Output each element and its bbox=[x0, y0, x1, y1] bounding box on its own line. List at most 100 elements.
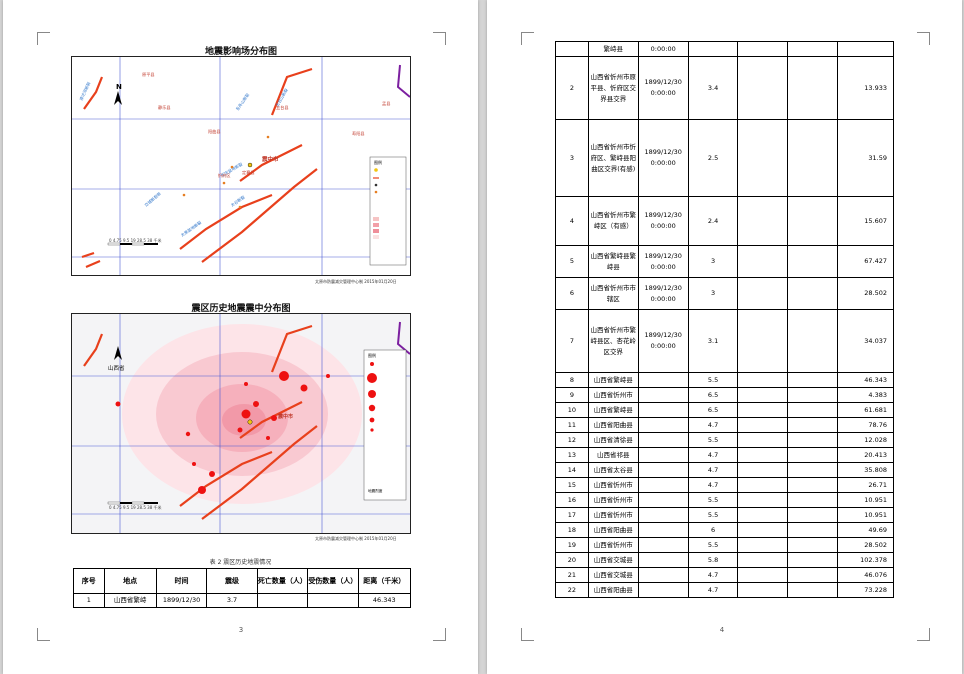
cell-mag: 4.7 bbox=[687, 582, 739, 598]
cell-injuries bbox=[787, 582, 839, 598]
cell-mag: 4.7 bbox=[687, 447, 739, 463]
cell-deaths bbox=[737, 582, 789, 598]
cell-time: 1899/12/30 0:00:00 bbox=[637, 245, 689, 278]
cell-no: 7 bbox=[555, 309, 589, 373]
col-header: 震级 bbox=[206, 568, 258, 594]
table-row: 11 山西省阳曲县 4.7 78.76 bbox=[555, 417, 894, 433]
table-row: 20 山西省交城县 5.8 102.378 bbox=[555, 552, 894, 568]
table-row: 14 山西省太谷县 4.7 35.808 bbox=[555, 462, 894, 478]
svg-text:山西省: 山西省 bbox=[108, 364, 125, 372]
cell-injuries bbox=[787, 372, 839, 388]
cell-mag: 3.4 bbox=[687, 56, 739, 120]
cell-deaths bbox=[737, 196, 789, 246]
cell-deaths bbox=[737, 522, 789, 538]
map2-scale: 0 4.75 9.5 19 28.5 38 千米 bbox=[109, 505, 162, 510]
svg-text:寿阳县: 寿阳县 bbox=[352, 130, 365, 137]
cell-injuries bbox=[787, 119, 839, 197]
cell-place: 山西省阳曲县 bbox=[587, 417, 639, 433]
map2-credit: 太原市防震减灾管理中心制 2015年01月20日 bbox=[315, 536, 397, 541]
cell-deaths bbox=[737, 507, 789, 523]
table-row: 21 山西省交城县 4.7 46.076 bbox=[555, 567, 894, 583]
cell-distance: 20.413 bbox=[837, 447, 894, 463]
cell-injuries bbox=[787, 537, 839, 553]
cell-mag: 3 bbox=[687, 277, 739, 310]
cell-injuries bbox=[787, 552, 839, 568]
cell-injuries bbox=[787, 309, 839, 373]
cell-time bbox=[637, 552, 689, 568]
table-row: 22 山西省阳曲县 4.7 73.228 bbox=[555, 582, 894, 598]
cell-injuries bbox=[787, 567, 839, 583]
cell-mag: 3.1 bbox=[687, 309, 739, 373]
cell-mag: 5.5 bbox=[687, 507, 739, 523]
cell-no bbox=[555, 41, 589, 57]
cell-deaths bbox=[737, 309, 789, 373]
svg-text:地震烈度: 地震烈度 bbox=[368, 488, 383, 493]
crop-mark bbox=[433, 32, 446, 45]
cell-no: 5 bbox=[555, 245, 589, 278]
cell-deaths bbox=[737, 387, 789, 403]
cell-no: 13 bbox=[555, 447, 589, 463]
cell-time bbox=[637, 582, 689, 598]
svg-text:震中市: 震中市 bbox=[277, 413, 293, 420]
svg-text:忻府区: 忻府区 bbox=[218, 172, 231, 179]
cell-time: 1899/12/30 0:00:00 bbox=[637, 277, 689, 310]
cell-place: 山西省繁峙 bbox=[103, 593, 157, 608]
svg-text:静乐县: 静乐县 bbox=[158, 104, 171, 111]
cell-place: 山西省祁县 bbox=[587, 447, 639, 463]
cell-injuries bbox=[787, 477, 839, 493]
table-row: 7 山西省忻州市繁峙县区、杏花岭区交界 1899/12/30 0:00:00 3.1 3… bbox=[555, 309, 894, 373]
cell-no: 16 bbox=[555, 492, 589, 508]
cell-no: 15 bbox=[555, 477, 589, 493]
cell-no: 3 bbox=[555, 119, 589, 197]
table-row: 8 山西省繁峙县 5.5 46.343 bbox=[555, 372, 894, 388]
svg-text:图例: 图例 bbox=[374, 159, 382, 165]
cell-time: 1899/12/30 bbox=[155, 593, 208, 608]
cell-injuries bbox=[787, 492, 839, 508]
cell-mag: 5.5 bbox=[687, 432, 739, 448]
cell-distance: 34.037 bbox=[837, 309, 894, 373]
document-page-4: 繁峙县 0:00:00 2 山西省忻州市原平县、忻府区交界县交界 1899/12/30 … bbox=[487, 0, 962, 674]
cell-time bbox=[637, 537, 689, 553]
cell-place: 山西省忻州市 bbox=[587, 507, 639, 523]
svg-text:定襄县: 定襄县 bbox=[242, 169, 255, 176]
cell-no: 19 bbox=[555, 537, 589, 553]
cell-time: 1899/12/30 0:00:00 bbox=[637, 119, 689, 197]
cell-no: 4 bbox=[555, 196, 589, 246]
cell-time bbox=[637, 402, 689, 418]
cell-injuries bbox=[787, 417, 839, 433]
table-header-row: 序号 地点 时间 震级 死亡数量（人） 受伤数量（人） 距离（千米） bbox=[73, 568, 412, 594]
cell-place: 山西省交城县 bbox=[587, 552, 639, 568]
cell-distance: 35.808 bbox=[837, 462, 894, 478]
cell-distance: 28.502 bbox=[837, 537, 894, 553]
cell-deaths bbox=[737, 477, 789, 493]
cell-distance: 10.951 bbox=[837, 507, 894, 523]
cell-no: 1 bbox=[73, 593, 105, 608]
cell-place: 山西省忻州市原平县、忻府区交界县交界 bbox=[587, 56, 639, 120]
crop-mark bbox=[521, 628, 534, 641]
svg-text:图例: 图例 bbox=[368, 352, 376, 358]
cell-time: 1899/12/30 0:00:00 bbox=[637, 196, 689, 246]
table-row: 10 山西省繁峙县 6.5 61.681 bbox=[555, 402, 894, 418]
table-row: 19 山西省忻州市 5.5 28.502 bbox=[555, 537, 894, 553]
cell-mag: 5.5 bbox=[687, 537, 739, 553]
cell-place: 山西省忻州市忻府区、繁峙县阳曲区交界(有感) bbox=[587, 119, 639, 197]
cell-injuries bbox=[307, 593, 359, 608]
svg-text:盂县: 盂县 bbox=[382, 101, 390, 107]
cell-no: 17 bbox=[555, 507, 589, 523]
cell-mag: 4.7 bbox=[687, 567, 739, 583]
cell-distance: 10.951 bbox=[837, 492, 894, 508]
cell-place: 山西省繁峙县 bbox=[587, 372, 639, 388]
cell-time: 0:00:00 bbox=[637, 41, 689, 57]
col-header: 死亡数量（人） bbox=[256, 568, 309, 594]
col-header: 受伤数量（人） bbox=[307, 568, 359, 594]
page-number: 4 bbox=[719, 626, 725, 634]
cell-no: 11 bbox=[555, 417, 589, 433]
cell-mag: 5.5 bbox=[687, 372, 739, 388]
cell-place: 山西省繁峙县 bbox=[587, 402, 639, 418]
map1-credit: 太原市防震减灾管理中心制 2015年01月20日 bbox=[315, 279, 397, 284]
cell-deaths bbox=[737, 552, 789, 568]
cell-time bbox=[637, 507, 689, 523]
cell-no: 18 bbox=[555, 522, 589, 538]
cell-deaths bbox=[737, 372, 789, 388]
col-header: 距离（千米） bbox=[357, 568, 412, 594]
